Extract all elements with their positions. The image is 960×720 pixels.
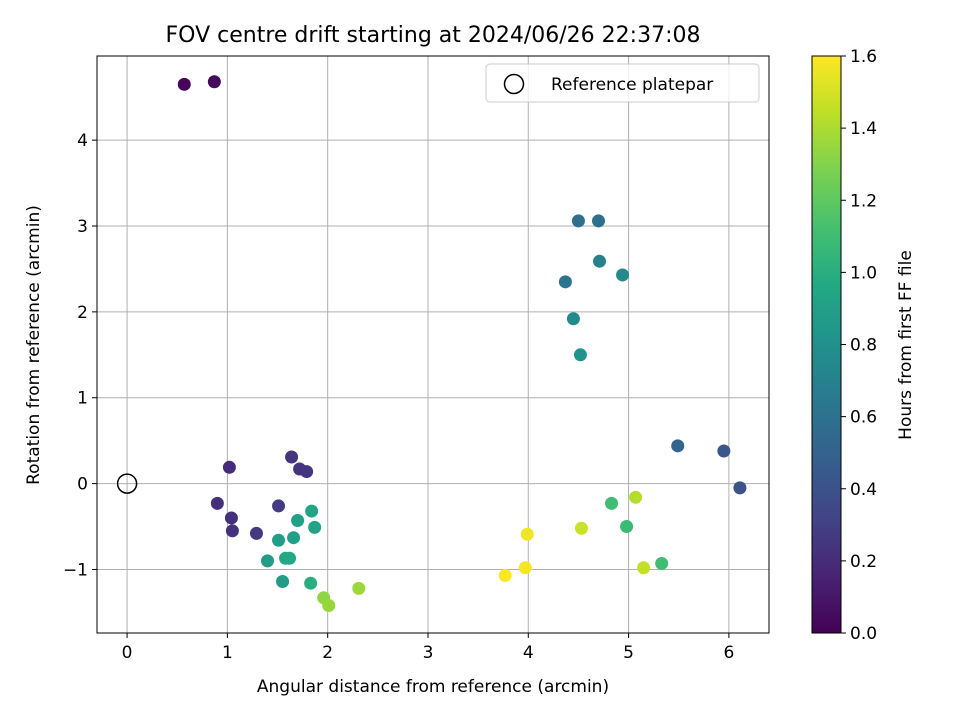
axes: 0 1 2 3 4 5 6 −1 0 1 2 3 4 — [63, 55, 770, 663]
colorbar-tick-label: 0.2 — [850, 552, 877, 572]
scatter-point — [177, 77, 191, 91]
scatter-point — [637, 561, 651, 575]
scatter-points — [116, 75, 747, 613]
scatter-point — [571, 214, 585, 228]
y-tick-label: 2 — [77, 303, 88, 323]
scatter-point — [305, 504, 319, 518]
colorbar-tick-label: 1.0 — [850, 263, 877, 283]
colorbar-ticks: 0.0 0.2 0.4 0.6 0.8 1.0 1.2 1.4 1.6 — [841, 47, 877, 644]
scatter-point — [308, 520, 322, 534]
scatter-point — [605, 496, 619, 510]
grid-lines — [97, 56, 769, 633]
x-axis-label: Angular distance from reference (arcmin) — [257, 677, 609, 697]
scatter-point — [574, 521, 588, 535]
scatter-point — [304, 576, 318, 590]
scatter-point — [671, 439, 685, 453]
scatter-point — [616, 268, 630, 282]
colorbar-tick-label: 0.4 — [850, 480, 877, 500]
colorbar-tick-label: 1.6 — [850, 47, 877, 67]
colorbar-tick-label: 1.4 — [850, 119, 877, 139]
y-tick-label: −1 — [63, 560, 88, 580]
scatter-point — [592, 254, 606, 268]
scatter-point — [207, 75, 221, 89]
y-tick-label: 0 — [77, 475, 88, 495]
legend-entry-reference: Reference platepar — [551, 75, 713, 95]
scatter-point — [566, 312, 580, 326]
x-tick-label: 6 — [723, 643, 734, 663]
scatter-point — [322, 599, 336, 613]
scatter-point — [224, 511, 238, 525]
scatter-point — [210, 496, 224, 510]
scatter-point — [285, 450, 299, 464]
scatter-point — [558, 275, 572, 289]
scatter-point — [276, 574, 290, 588]
colorbar-gradient — [811, 55, 842, 634]
chart-title: FOV centre drift starting at 2024/06/26 … — [166, 23, 701, 48]
y-tick-label: 1 — [77, 389, 88, 409]
reference-platepar-marker — [116, 473, 138, 494]
scatter-point — [300, 465, 314, 479]
scatter-point — [629, 490, 643, 504]
colorbar-tick-label: 1.2 — [850, 191, 877, 211]
colorbar-tick-label: 0.6 — [850, 408, 877, 428]
scatter-point — [249, 526, 263, 540]
colorbar-tick-label: 0.8 — [850, 336, 877, 356]
scatter-point — [291, 514, 305, 528]
scatter-point — [287, 531, 301, 545]
scatter-point — [225, 524, 239, 538]
scatter-point — [733, 481, 747, 495]
scatter-point — [222, 460, 236, 474]
scatter-point — [591, 214, 605, 228]
legend-box — [485, 63, 760, 103]
scatter-point — [352, 581, 366, 595]
scatter-point — [717, 444, 731, 458]
x-tick-label: 0 — [122, 643, 133, 663]
scatter-point — [272, 499, 286, 513]
colorbar: 0.0 0.2 0.4 0.6 0.8 1.0 1.2 1.4 1.6 Hours from f… — [811, 47, 916, 644]
x-tick-label: 4 — [523, 643, 534, 663]
x-tick-label: 1 — [222, 643, 233, 663]
plot-frame — [96, 55, 770, 634]
scatter-point — [283, 551, 297, 565]
scatter-point — [655, 556, 669, 570]
scatter-point — [518, 561, 532, 575]
y-tick-label: 3 — [77, 217, 88, 237]
y-axis-label: Rotation from reference (arcmin) — [24, 205, 44, 485]
x-tick-label: 2 — [322, 643, 333, 663]
scatter-point — [261, 554, 275, 568]
scatter-point — [272, 533, 286, 547]
scatter-point — [573, 348, 587, 362]
scatter-point — [520, 527, 534, 541]
colorbar-tick-label: 0.0 — [850, 624, 877, 644]
legend: Reference platepar — [485, 63, 760, 103]
x-tick-label: 5 — [623, 643, 634, 663]
colorbar-label: Hours from first FF file — [896, 250, 916, 440]
y-tick-label: 4 — [77, 131, 88, 151]
legend-reference-marker — [503, 73, 525, 95]
scatter-point — [620, 520, 634, 534]
scatter-point — [498, 568, 512, 582]
x-tick-label: 3 — [423, 643, 434, 663]
